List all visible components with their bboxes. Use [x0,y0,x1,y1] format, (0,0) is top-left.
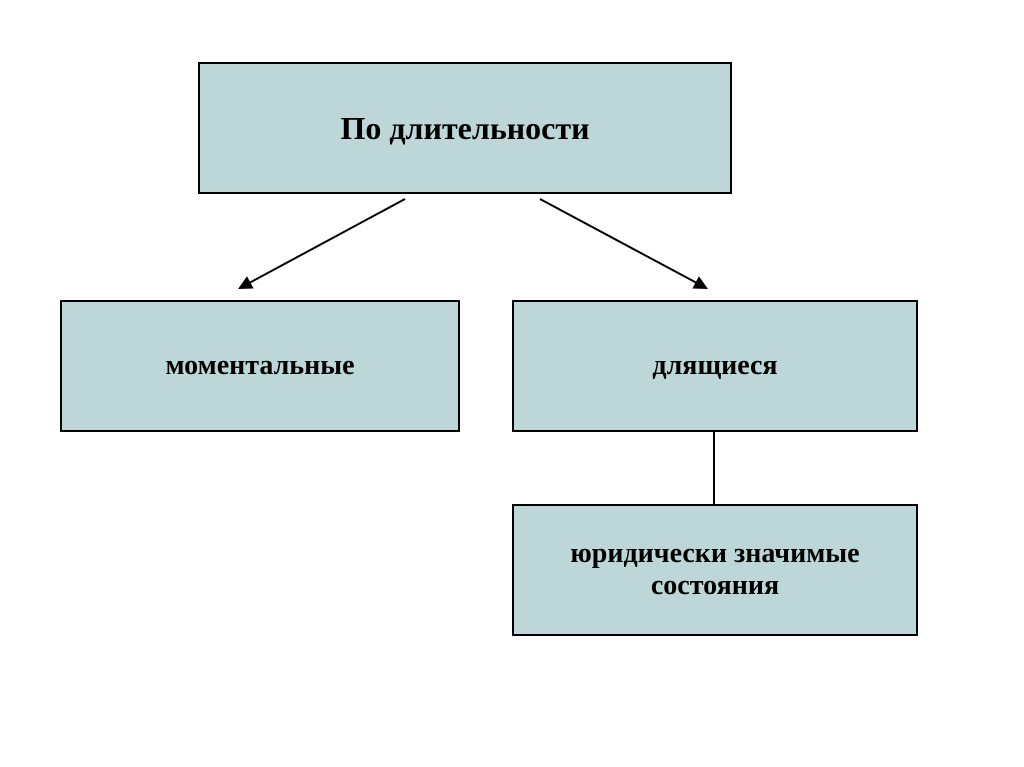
root-node: По длительности [198,62,732,194]
left-node: моментальные [60,300,460,432]
left-label: моментальные [165,350,354,382]
connector-right-bottom [709,427,719,509]
bottom-node: юридически значимые состояния [512,504,918,636]
bottom-label: юридически значимые состояния [522,538,908,602]
arrow-to-right [520,179,728,309]
arrow-to-left [218,179,425,309]
right-label: длящиеся [652,350,777,382]
right-node: длящиеся [512,300,918,432]
root-label: По длительности [340,110,589,147]
